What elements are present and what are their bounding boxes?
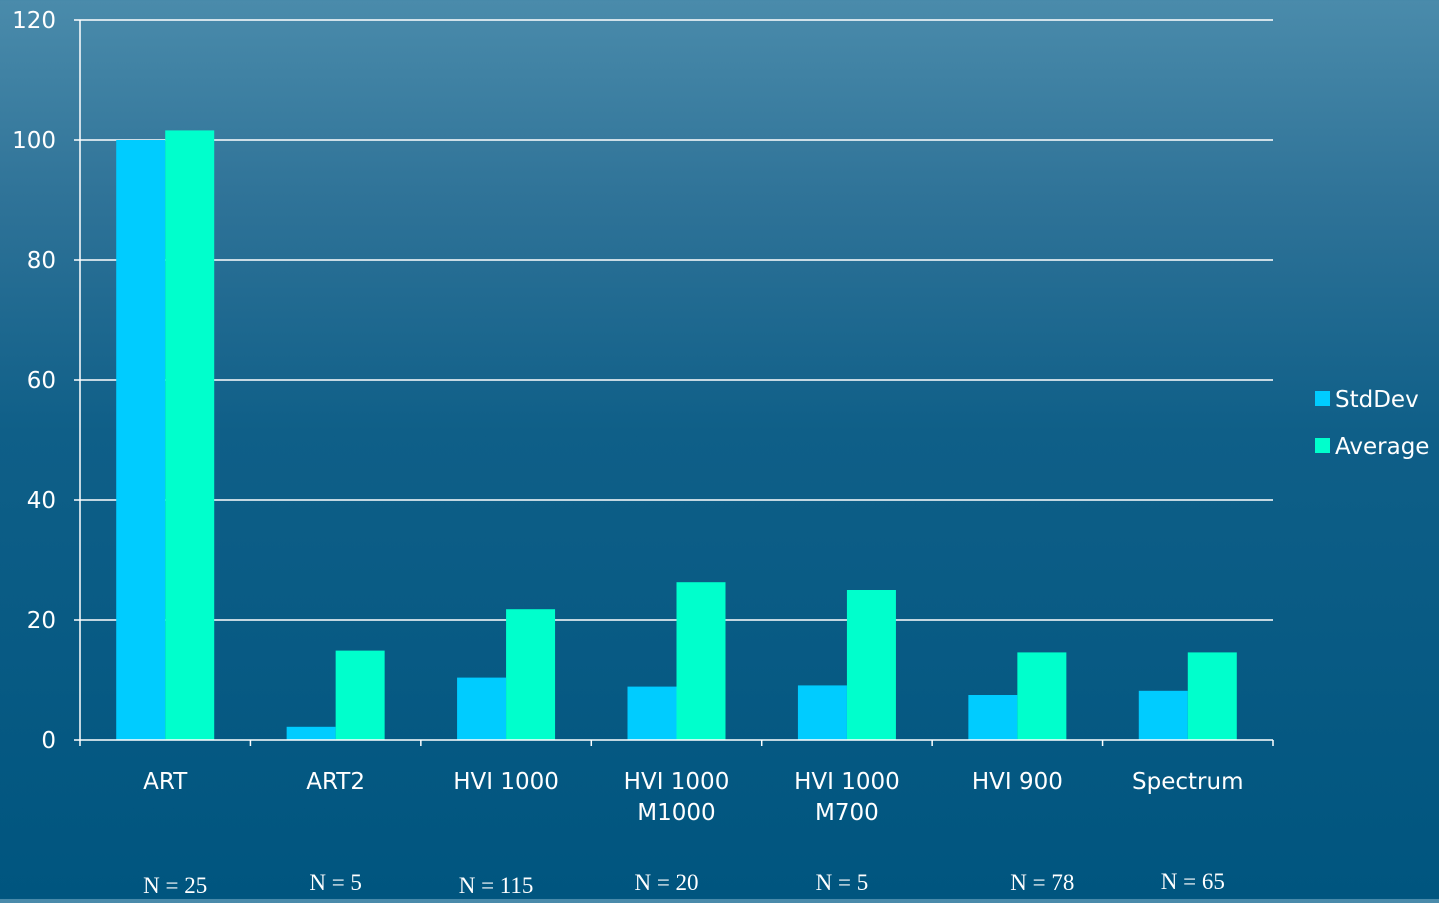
bar-stddev-hvi-1000-m1000 <box>627 686 677 740</box>
sample-size-label: N = 5 <box>309 870 362 895</box>
legend-swatch-average <box>1315 438 1330 453</box>
bar-average-hvi-1000-m1000 <box>676 582 726 740</box>
axis-labels: 0 20 40 60 80 100 120 ART ART2 HVI 1000 HVI 1000 M1… <box>12 8 1243 898</box>
y-tick-label: 100 <box>12 128 56 154</box>
x-tick-label: HVI 1000 M1000 <box>624 769 730 826</box>
bar-stddev-hvi-1000 <box>457 677 507 740</box>
x-tick-label: HVI 900 <box>972 769 1063 795</box>
sample-size-label: N = 78 <box>1010 870 1074 895</box>
bar-stddev-art2 <box>286 726 336 740</box>
sample-size-label: N = 65 <box>1161 869 1225 894</box>
gridlines <box>80 19 1273 621</box>
bar-stddev-hvi-900 <box>968 695 1018 740</box>
sample-size-label: N = 25 <box>143 873 207 898</box>
axes <box>74 19 1274 746</box>
bar-average-hvi-1000-m700 <box>846 590 896 740</box>
bar-stddev-hvi-1000-m700 <box>797 685 847 740</box>
sample-size-label: N = 20 <box>634 870 698 895</box>
bar-average-hvi-1000 <box>506 609 556 740</box>
y-tick-label: 20 <box>27 608 56 634</box>
x-tick-label: ART <box>143 769 188 795</box>
sample-size-label: N = 5 <box>816 870 869 895</box>
bar-stddev-art <box>116 140 166 740</box>
bar-average-hvi-900 <box>1017 652 1067 740</box>
x-tick-label: Spectrum <box>1132 769 1243 795</box>
bar-stddev-spectrum <box>1138 690 1188 740</box>
y-tick-label: 0 <box>41 728 56 754</box>
bar-average-art <box>165 130 215 740</box>
x-tick-label: HVI 1000 M700 <box>794 769 900 826</box>
y-tick-label: 80 <box>27 248 56 274</box>
sample-size-label: N = 115 <box>459 873 534 898</box>
y-tick-label: 40 <box>27 488 56 514</box>
bar-average-spectrum <box>1187 652 1237 740</box>
y-tick-label: 60 <box>27 368 56 394</box>
x-tick-label: ART2 <box>306 769 365 795</box>
bar-average-art2 <box>335 650 385 740</box>
x-tick-label: HVI 1000 <box>453 769 559 795</box>
y-tick-label: 120 <box>12 8 56 34</box>
legend-label-stddev: StdDev <box>1335 387 1419 413</box>
bars <box>116 130 1237 740</box>
legend-swatch-stddev <box>1315 391 1330 406</box>
legend: StdDev Average <box>1315 387 1429 460</box>
legend-label-average: Average <box>1335 434 1429 460</box>
